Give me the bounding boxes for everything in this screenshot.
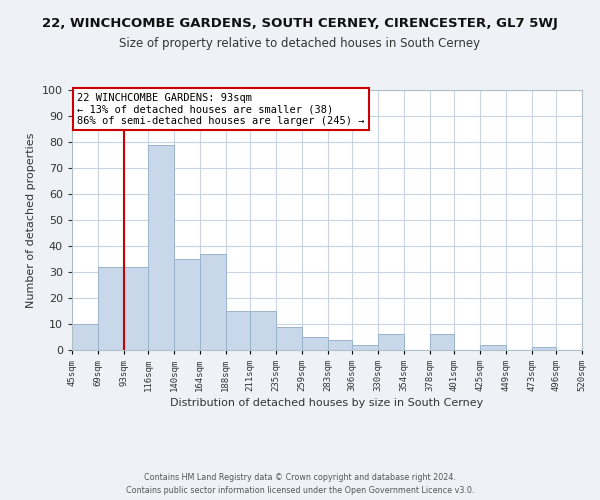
Bar (378, 334, 404, 350)
Bar (480, 345, 506, 350)
Text: 22 WINCHCOMBE GARDENS: 93sqm
← 13% of detached houses are smaller (38)
86% of se: 22 WINCHCOMBE GARDENS: 93sqm ← 13% of de… (77, 92, 365, 126)
Bar (148, 144, 174, 350)
Bar (302, 337, 328, 350)
Text: 22, WINCHCOMBE GARDENS, SOUTH CERNEY, CIRENCESTER, GL7 5WJ: 22, WINCHCOMBE GARDENS, SOUTH CERNEY, CI… (42, 18, 558, 30)
Bar (532, 348, 556, 350)
Y-axis label: Number of detached properties: Number of detached properties (26, 132, 37, 308)
Bar (582, 345, 600, 350)
Bar (250, 311, 276, 350)
Bar (174, 259, 200, 350)
Bar (98, 267, 124, 350)
X-axis label: Distribution of detached houses by size in South Cerney: Distribution of detached houses by size … (170, 398, 484, 408)
Bar (124, 267, 148, 350)
Bar (430, 334, 454, 350)
Bar (352, 345, 378, 350)
Bar (276, 326, 302, 350)
Text: Contains HM Land Registry data © Crown copyright and database right 2024.
Contai: Contains HM Land Registry data © Crown c… (126, 474, 474, 495)
Bar (200, 254, 226, 350)
Bar (72, 324, 98, 350)
Bar (226, 311, 250, 350)
Text: Size of property relative to detached houses in South Cerney: Size of property relative to detached ho… (119, 38, 481, 51)
Bar (328, 340, 352, 350)
